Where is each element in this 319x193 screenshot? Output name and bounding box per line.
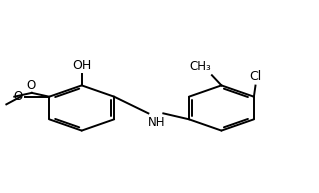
Text: O: O xyxy=(13,90,22,103)
Text: OH: OH xyxy=(72,59,91,72)
Text: CH₃: CH₃ xyxy=(189,60,211,73)
Text: Cl: Cl xyxy=(249,70,262,83)
Text: O: O xyxy=(26,80,36,92)
Text: NH: NH xyxy=(148,116,165,129)
